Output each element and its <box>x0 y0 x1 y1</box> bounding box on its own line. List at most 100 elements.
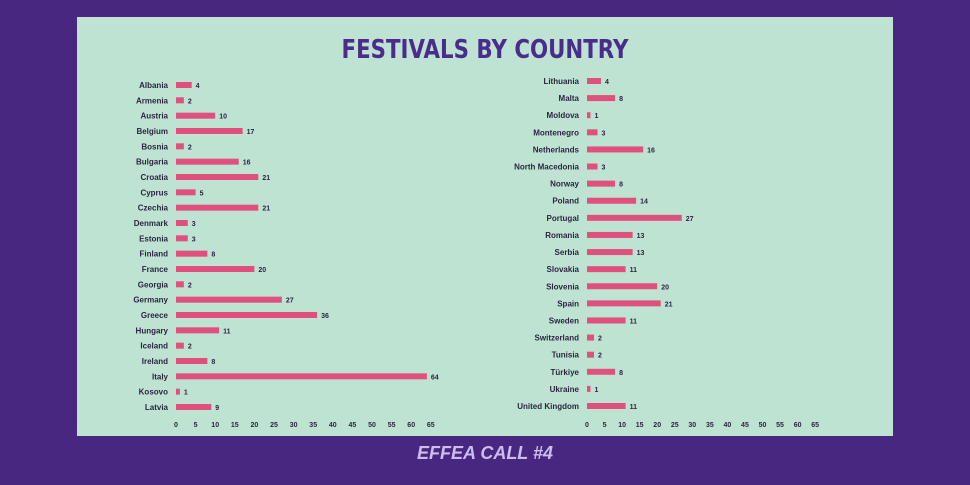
category-label: Netherlands <box>533 145 580 154</box>
bar <box>587 266 626 273</box>
category-label: Armenia <box>136 96 169 105</box>
page-title: FESTIVALS BY COUNTRY <box>341 35 629 65</box>
axis-tick-label: 55 <box>388 422 396 429</box>
category-label: Sweden <box>549 316 579 325</box>
bar <box>587 300 661 307</box>
value-label: 21 <box>665 301 673 308</box>
axis-tick-label: 60 <box>794 422 802 429</box>
bar <box>176 266 255 272</box>
value-label: 3 <box>602 165 606 172</box>
bar <box>587 403 626 409</box>
category-label: Latvia <box>145 403 169 412</box>
bar <box>176 204 259 211</box>
value-label: 1 <box>595 113 599 120</box>
value-label: 11 <box>630 318 638 325</box>
bar <box>176 158 239 165</box>
category-label: Türkiye <box>551 368 580 377</box>
category-label: Poland <box>552 197 579 206</box>
category-label: Portugal <box>547 214 579 223</box>
category-label: North Macedonia <box>514 163 579 172</box>
bar <box>587 368 616 375</box>
value-label: 5 <box>200 190 204 197</box>
bar <box>587 249 633 256</box>
bar <box>176 189 196 196</box>
axis-tick-label: 10 <box>618 422 626 429</box>
value-label: 20 <box>258 267 266 274</box>
bar <box>587 214 682 221</box>
value-label: 1 <box>184 390 188 397</box>
bar <box>176 404 212 410</box>
category-label: Romania <box>545 231 579 240</box>
value-label: 8 <box>211 252 215 259</box>
bar <box>587 283 658 290</box>
value-label: 8 <box>619 182 623 189</box>
bar <box>587 112 591 119</box>
category-label: France <box>142 265 169 274</box>
category-label: Serbia <box>555 248 580 257</box>
bar <box>176 342 184 349</box>
bar <box>587 317 626 324</box>
category-label: Moldova <box>547 111 580 120</box>
value-label: 36 <box>321 313 329 320</box>
category-label: Iceland <box>140 342 168 351</box>
footer-caption: EFFEA CALL #4 <box>416 443 554 463</box>
axis-tick-label: 35 <box>706 422 714 429</box>
bar <box>176 143 184 150</box>
bar <box>176 250 208 257</box>
category-label: Spain <box>557 299 579 308</box>
bar <box>176 235 188 242</box>
value-label: 9 <box>215 405 219 412</box>
axis-tick-label: 35 <box>309 422 317 429</box>
axis-tick-label: 20 <box>653 422 661 429</box>
value-label: 2 <box>188 282 192 289</box>
bar <box>587 197 637 204</box>
category-label: Denmark <box>134 219 169 228</box>
bar <box>587 163 598 170</box>
category-label: Ukraine <box>550 385 580 394</box>
axis-tick-label: 15 <box>636 422 644 429</box>
bar <box>176 82 192 88</box>
axis-tick-label: 60 <box>407 422 415 429</box>
category-label: Malta <box>559 94 580 103</box>
bar <box>176 174 259 180</box>
value-label: 2 <box>188 144 192 151</box>
category-label: Germany <box>133 296 168 305</box>
axis-tick-label: 65 <box>427 422 435 429</box>
value-label: 8 <box>211 359 215 366</box>
value-label: 8 <box>619 96 623 103</box>
category-label: Croatia <box>140 173 168 182</box>
bar <box>176 296 282 303</box>
category-label: Hungary <box>136 326 169 335</box>
axis-tick-label: 50 <box>368 422 376 429</box>
category-label: Italy <box>152 372 169 381</box>
category-label: Georgia <box>138 280 169 289</box>
bar <box>587 78 602 84</box>
value-label: 3 <box>192 221 196 228</box>
category-label: Ireland <box>142 357 168 366</box>
value-label: 21 <box>262 175 270 182</box>
value-label: 13 <box>637 250 645 257</box>
axis-tick-label: 55 <box>776 422 784 429</box>
category-label: Belgium <box>136 127 168 136</box>
axis-tick-label: 10 <box>211 422 219 429</box>
value-label: 64 <box>431 374 439 381</box>
bar <box>587 231 633 238</box>
category-label: Norway <box>550 180 579 189</box>
bar <box>587 180 616 187</box>
bar <box>176 97 184 104</box>
bar <box>176 358 208 364</box>
value-label: 27 <box>286 298 294 305</box>
axis-tick-label: 40 <box>724 422 732 429</box>
axis-tick-label: 15 <box>231 422 239 429</box>
value-label: 8 <box>619 370 623 377</box>
axis-tick-label: 45 <box>741 422 749 429</box>
axis-tick-label: 5 <box>603 422 607 429</box>
category-label: Bulgaria <box>136 158 169 167</box>
axis-tick-label: 30 <box>290 422 298 429</box>
category-label: Slovakia <box>547 265 580 274</box>
category-label: Kosovo <box>139 388 168 397</box>
axis-tick-label: 5 <box>194 422 198 429</box>
category-label: Czechia <box>138 204 169 213</box>
axis-tick-label: 65 <box>811 422 819 429</box>
